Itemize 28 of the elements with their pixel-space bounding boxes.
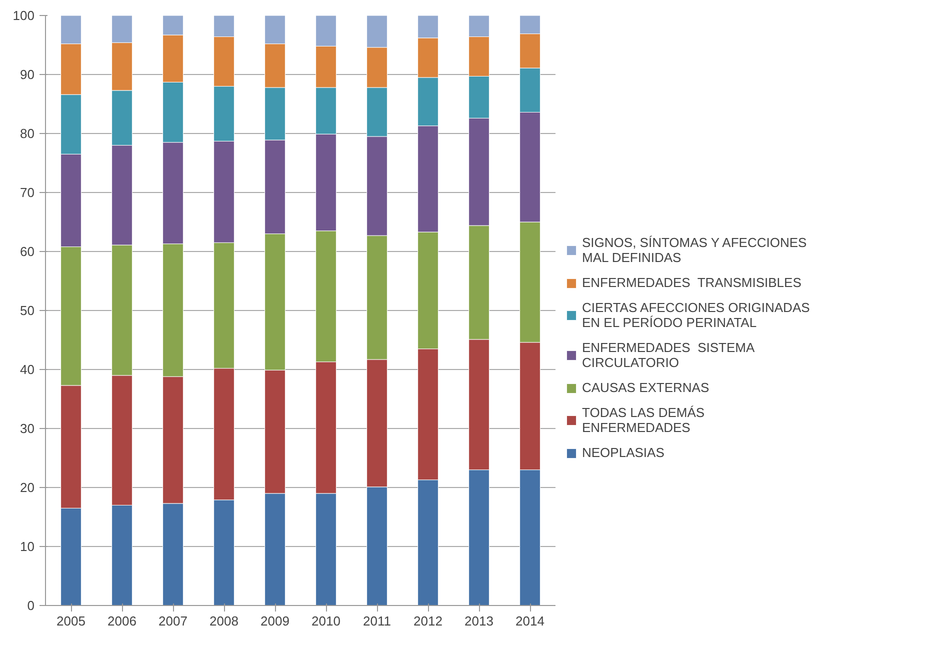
y-tick-label: 10 xyxy=(20,539,35,554)
x-tick-label: 2011 xyxy=(363,614,391,628)
x-tick-label: 2012 xyxy=(414,614,442,628)
legend-label: TODAS LAS DEMÁS ENFERMEDADES xyxy=(582,405,705,435)
y-tick-label: 30 xyxy=(20,421,35,436)
y-tick-label: 80 xyxy=(20,126,35,141)
x-tick-label: 2013 xyxy=(464,614,494,628)
legend-label: ENFERMEDADES SISTEMA CIRCULATORIO xyxy=(582,340,755,370)
x-tick-label: 2008 xyxy=(210,614,238,628)
legend-label: NEOPLASIAS xyxy=(582,445,664,460)
legend-label: SIGNOS, SÍNTOMAS Y AFECCIONES MAL DEFINIDAS xyxy=(582,235,807,265)
x-tick-label: 2005 xyxy=(56,614,86,628)
y-tick-label: 70 xyxy=(20,185,35,200)
legend-label: CAUSAS EXTERNAS xyxy=(582,380,710,395)
y-tick-label: 90 xyxy=(20,67,35,82)
y-tick-label: 20 xyxy=(20,480,35,495)
x-tick-label: 2009 xyxy=(260,614,290,628)
y-tick-label: 50 xyxy=(20,303,35,318)
y-tick-label: 0 xyxy=(27,598,35,613)
legend-label: ENFERMEDADES TRANSMISIBLES xyxy=(582,275,802,290)
x-tick-label: 2006 xyxy=(108,614,136,628)
x-tick-label: 2007 xyxy=(158,614,188,628)
x-tick-label: 2014 xyxy=(516,614,544,628)
legend-label: CIERTAS AFECCIONES ORIGINADAS EN EL PERÍODO PERINATAL xyxy=(582,300,810,330)
y-tick-label: 100 xyxy=(12,8,35,23)
y-tick-label: 40 xyxy=(20,362,35,377)
y-tick-label: 60 xyxy=(20,244,35,259)
x-tick-label: 2010 xyxy=(312,614,340,628)
